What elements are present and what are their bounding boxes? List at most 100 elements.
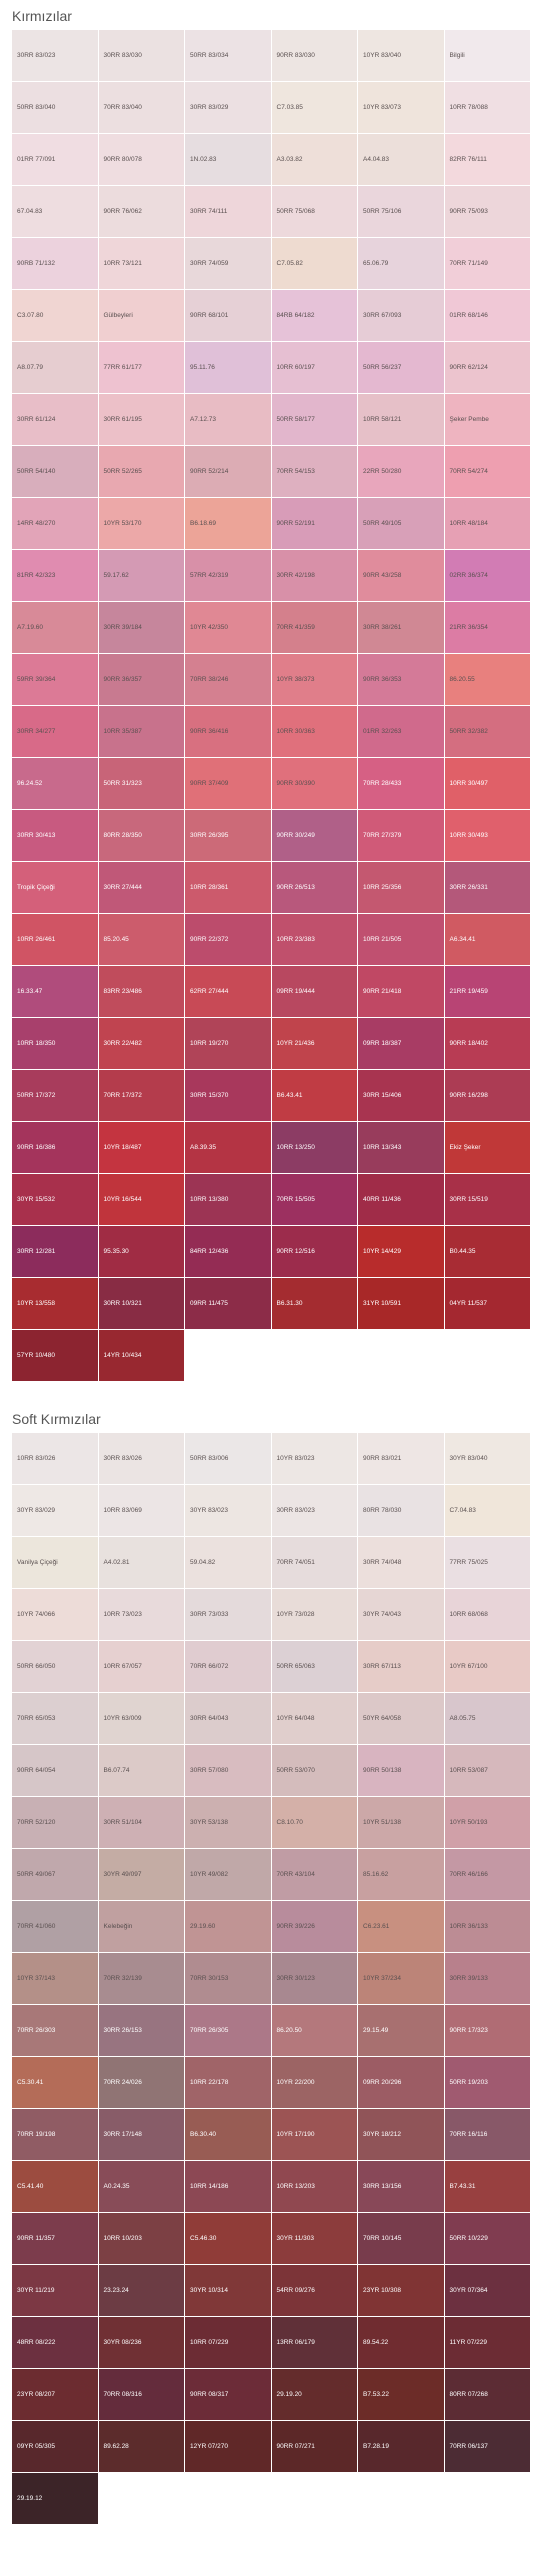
color-swatch[interactable]: 10YR 38/373 bbox=[271, 654, 357, 705]
color-swatch[interactable]: 10YR 51/138 bbox=[358, 1797, 444, 1848]
color-swatch[interactable]: 22RR 50/280 bbox=[358, 446, 444, 497]
color-swatch[interactable]: 48RR 08/222 bbox=[12, 2317, 98, 2368]
color-swatch[interactable]: 70RR 54/153 bbox=[271, 446, 357, 497]
color-swatch[interactable]: 77RR 61/177 bbox=[98, 342, 184, 393]
color-swatch[interactable]: 89.62.28 bbox=[98, 2421, 184, 2472]
color-swatch[interactable]: 10RR 23/383 bbox=[271, 914, 357, 965]
color-swatch[interactable]: 10RR 30/363 bbox=[271, 706, 357, 757]
color-swatch[interactable]: 77RR 75/025 bbox=[444, 1537, 530, 1588]
color-swatch[interactable]: 50RR 75/106 bbox=[358, 186, 444, 237]
color-swatch[interactable]: 01RR 77/091 bbox=[12, 134, 98, 185]
color-swatch[interactable]: 30RR 83/023 bbox=[12, 30, 98, 81]
color-swatch[interactable]: 50RR 83/006 bbox=[185, 1433, 271, 1484]
color-swatch[interactable]: 70RR 17/372 bbox=[98, 1070, 184, 1121]
color-swatch[interactable]: 30RR 27/444 bbox=[98, 862, 184, 913]
color-swatch[interactable]: 90RR 18/402 bbox=[444, 1018, 530, 1069]
color-swatch[interactable]: A0.24.35 bbox=[98, 2161, 184, 2212]
color-swatch[interactable]: 10RR 53/087 bbox=[444, 1745, 530, 1796]
color-swatch[interactable]: 59.17.62 bbox=[98, 550, 184, 601]
color-swatch[interactable]: 70RR 52/120 bbox=[12, 1797, 98, 1848]
color-swatch[interactable]: 30RR 67/093 bbox=[358, 290, 444, 341]
color-swatch[interactable]: 86.20.55 bbox=[444, 654, 530, 705]
color-swatch[interactable]: Gülbeyleri bbox=[98, 290, 184, 341]
color-swatch[interactable]: 90RR 37/409 bbox=[185, 758, 271, 809]
color-swatch[interactable]: 13RR 06/179 bbox=[271, 2317, 357, 2368]
color-swatch[interactable]: 30YR 11/303 bbox=[271, 2213, 357, 2264]
color-swatch[interactable]: 70RR 43/104 bbox=[271, 1849, 357, 1900]
color-swatch[interactable]: 50RR 31/323 bbox=[98, 758, 184, 809]
color-swatch[interactable]: A6.34.41 bbox=[444, 914, 530, 965]
color-swatch[interactable]: 30RR 73/033 bbox=[185, 1589, 271, 1640]
color-swatch[interactable]: 30RR 22/482 bbox=[98, 1018, 184, 1069]
color-swatch[interactable]: 30RR 83/029 bbox=[185, 82, 271, 133]
color-swatch[interactable]: 90RB 71/132 bbox=[12, 238, 98, 289]
color-swatch[interactable]: 70RR 16/116 bbox=[444, 2109, 530, 2160]
color-swatch[interactable]: 70RR 74/051 bbox=[271, 1537, 357, 1588]
color-swatch[interactable]: 29.19.60 bbox=[185, 1901, 271, 1952]
color-swatch[interactable]: A4.02.81 bbox=[98, 1537, 184, 1588]
color-swatch[interactable]: 30RR 26/153 bbox=[98, 2005, 184, 2056]
color-swatch[interactable]: 70RR 26/303 bbox=[12, 2005, 98, 2056]
color-swatch[interactable]: B6.43.41 bbox=[271, 1070, 357, 1121]
color-swatch[interactable]: 23YR 10/308 bbox=[358, 2265, 444, 2316]
color-swatch[interactable]: 96.24.52 bbox=[12, 758, 98, 809]
color-swatch[interactable]: 10RR 58/121 bbox=[358, 394, 444, 445]
color-swatch[interactable]: 29.19.12 bbox=[12, 2473, 98, 2524]
color-swatch[interactable]: 10RR 14/186 bbox=[185, 2161, 271, 2212]
color-swatch[interactable]: 57RR 42/319 bbox=[185, 550, 271, 601]
color-swatch[interactable]: 70RR 41/359 bbox=[271, 602, 357, 653]
color-swatch[interactable]: 10RR 35/387 bbox=[98, 706, 184, 757]
color-swatch[interactable]: 50RR 65/063 bbox=[271, 1641, 357, 1692]
color-swatch[interactable]: 85.20.45 bbox=[98, 914, 184, 965]
color-swatch[interactable]: 90RR 64/054 bbox=[12, 1745, 98, 1796]
color-swatch[interactable]: 10RR 25/356 bbox=[358, 862, 444, 913]
color-swatch[interactable]: 01RR 68/146 bbox=[444, 290, 530, 341]
color-swatch[interactable]: 30RR 17/148 bbox=[98, 2109, 184, 2160]
color-swatch[interactable]: 10RR 19/270 bbox=[185, 1018, 271, 1069]
color-swatch[interactable]: 30YR 83/029 bbox=[12, 1485, 98, 1536]
color-swatch[interactable]: Bilgili bbox=[444, 30, 530, 81]
color-swatch[interactable]: 82RR 76/111 bbox=[444, 134, 530, 185]
color-swatch[interactable]: 90RR 52/214 bbox=[185, 446, 271, 497]
color-swatch[interactable]: 30RR 15/406 bbox=[358, 1070, 444, 1121]
color-swatch[interactable]: 50RR 54/140 bbox=[12, 446, 98, 497]
color-swatch[interactable]: 30RR 39/184 bbox=[98, 602, 184, 653]
color-swatch[interactable]: 30YR 08/236 bbox=[98, 2317, 184, 2368]
color-swatch[interactable]: Kelebeğin bbox=[98, 1901, 184, 1952]
color-swatch[interactable]: 59.04.82 bbox=[185, 1537, 271, 1588]
color-swatch[interactable]: 23.23.24 bbox=[98, 2265, 184, 2316]
color-swatch[interactable]: A8.39.35 bbox=[185, 1122, 271, 1173]
color-swatch[interactable]: 10YR 53/170 bbox=[98, 498, 184, 549]
color-swatch[interactable]: 70RR 15/505 bbox=[271, 1174, 357, 1225]
color-swatch[interactable]: 90RR 17/323 bbox=[444, 2005, 530, 2056]
color-swatch[interactable]: 12YR 07/270 bbox=[185, 2421, 271, 2472]
color-swatch[interactable]: 70RR 71/149 bbox=[444, 238, 530, 289]
color-swatch[interactable]: 10RR 13/250 bbox=[271, 1122, 357, 1173]
color-swatch[interactable]: 70RR 27/379 bbox=[358, 810, 444, 861]
color-swatch[interactable]: B7.53.22 bbox=[358, 2369, 444, 2420]
color-swatch[interactable]: 70RR 32/139 bbox=[98, 1953, 184, 2004]
color-swatch[interactable]: 29.15.49 bbox=[358, 2005, 444, 2056]
color-swatch[interactable]: 10YR 37/143 bbox=[12, 1953, 98, 2004]
color-swatch[interactable]: 30RR 51/104 bbox=[98, 1797, 184, 1848]
color-swatch[interactable]: 89.54.22 bbox=[358, 2317, 444, 2368]
color-swatch[interactable]: 10RR 30/497 bbox=[444, 758, 530, 809]
color-swatch[interactable]: 50RR 83/034 bbox=[185, 30, 271, 81]
color-swatch[interactable]: 30YR 49/097 bbox=[98, 1849, 184, 1900]
color-swatch[interactable]: 10RR 48/184 bbox=[444, 498, 530, 549]
color-swatch[interactable]: 70RR 06/137 bbox=[444, 2421, 530, 2472]
color-swatch[interactable]: 30RR 74/111 bbox=[185, 186, 271, 237]
color-swatch[interactable]: B6.30.40 bbox=[185, 2109, 271, 2160]
color-swatch[interactable]: 85.16.62 bbox=[358, 1849, 444, 1900]
color-swatch[interactable]: 90RR 83/030 bbox=[271, 30, 357, 81]
color-swatch[interactable]: C5.30.41 bbox=[12, 2057, 98, 2108]
color-swatch[interactable]: 10RR 30/493 bbox=[444, 810, 530, 861]
color-swatch[interactable]: 54RR 09/276 bbox=[271, 2265, 357, 2316]
color-swatch[interactable]: 11YR 07/229 bbox=[444, 2317, 530, 2368]
color-swatch[interactable]: 30RR 30/413 bbox=[12, 810, 98, 861]
color-swatch[interactable]: 90RR 21/418 bbox=[358, 966, 444, 1017]
color-swatch[interactable]: 80RR 07/268 bbox=[444, 2369, 530, 2420]
color-swatch[interactable]: 90RR 68/101 bbox=[185, 290, 271, 341]
color-swatch[interactable]: 50RR 49/105 bbox=[358, 498, 444, 549]
color-swatch[interactable]: 10RR 36/133 bbox=[444, 1901, 530, 1952]
